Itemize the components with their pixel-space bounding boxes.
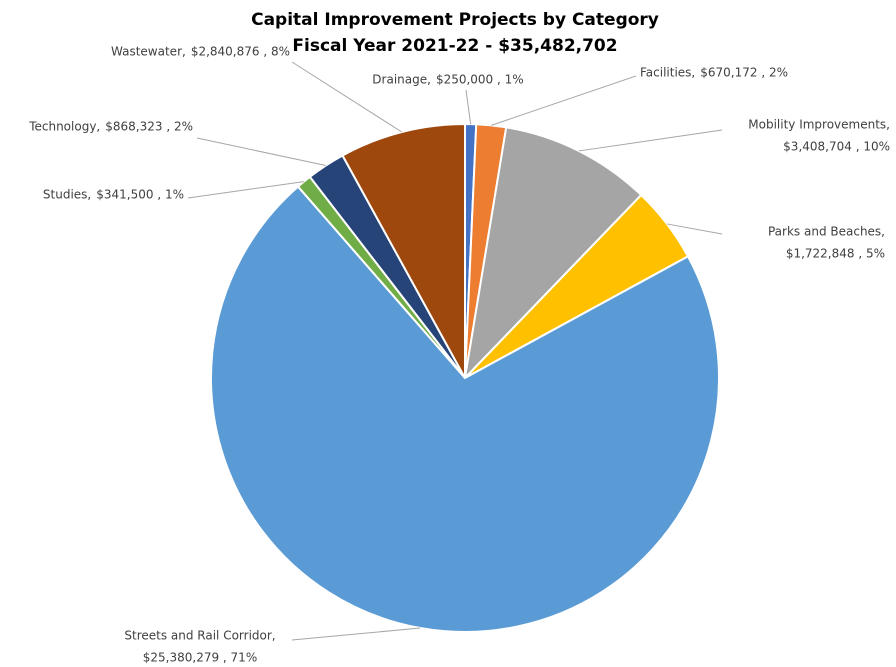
slice-label: Technology, — [28, 120, 100, 134]
leader-line — [291, 61, 403, 133]
leader-line — [578, 129, 723, 152]
slice-value-label: $868,323 , 2% — [105, 120, 193, 134]
slice-label: Parks and Beaches, — [768, 225, 885, 239]
slice-value-label: $670,172 , 2% — [700, 66, 788, 80]
leader-line — [666, 223, 723, 235]
slice-label: Drainage, — [372, 73, 431, 87]
leader-line — [465, 89, 472, 125]
leader-line — [187, 181, 304, 199]
pie-slice — [341, 122, 466, 379]
slice-value-label: $341,500 , 1% — [96, 188, 184, 202]
leader-line — [196, 137, 326, 167]
slice-value-label: $250,000 , 1% — [436, 73, 524, 87]
slice-value-label: $2,840,876 , 8% — [191, 45, 290, 59]
slice-label: Streets and Rail Corridor, — [124, 629, 275, 643]
leader-line — [491, 75, 637, 126]
chart-subtitle: Fiscal Year 2021-22 - $35,482,702 — [292, 36, 617, 56]
slice-value-label: $1,722,848 , 5% — [786, 247, 885, 261]
leader-line — [291, 627, 421, 641]
chart-title: Capital Improvement Projects by Category — [251, 10, 659, 30]
slice-label: Studies, — [43, 188, 91, 202]
slice-label: Wastewater, — [111, 45, 186, 59]
slice-value-label: $25,380,279 , 71% — [143, 651, 257, 665]
slice-label: Mobility Improvements, — [748, 118, 890, 132]
slice-label: Facilities, — [640, 66, 695, 80]
pie-slice — [210, 185, 720, 633]
slice-value-label: $3,408,704 , 10% — [783, 140, 890, 154]
